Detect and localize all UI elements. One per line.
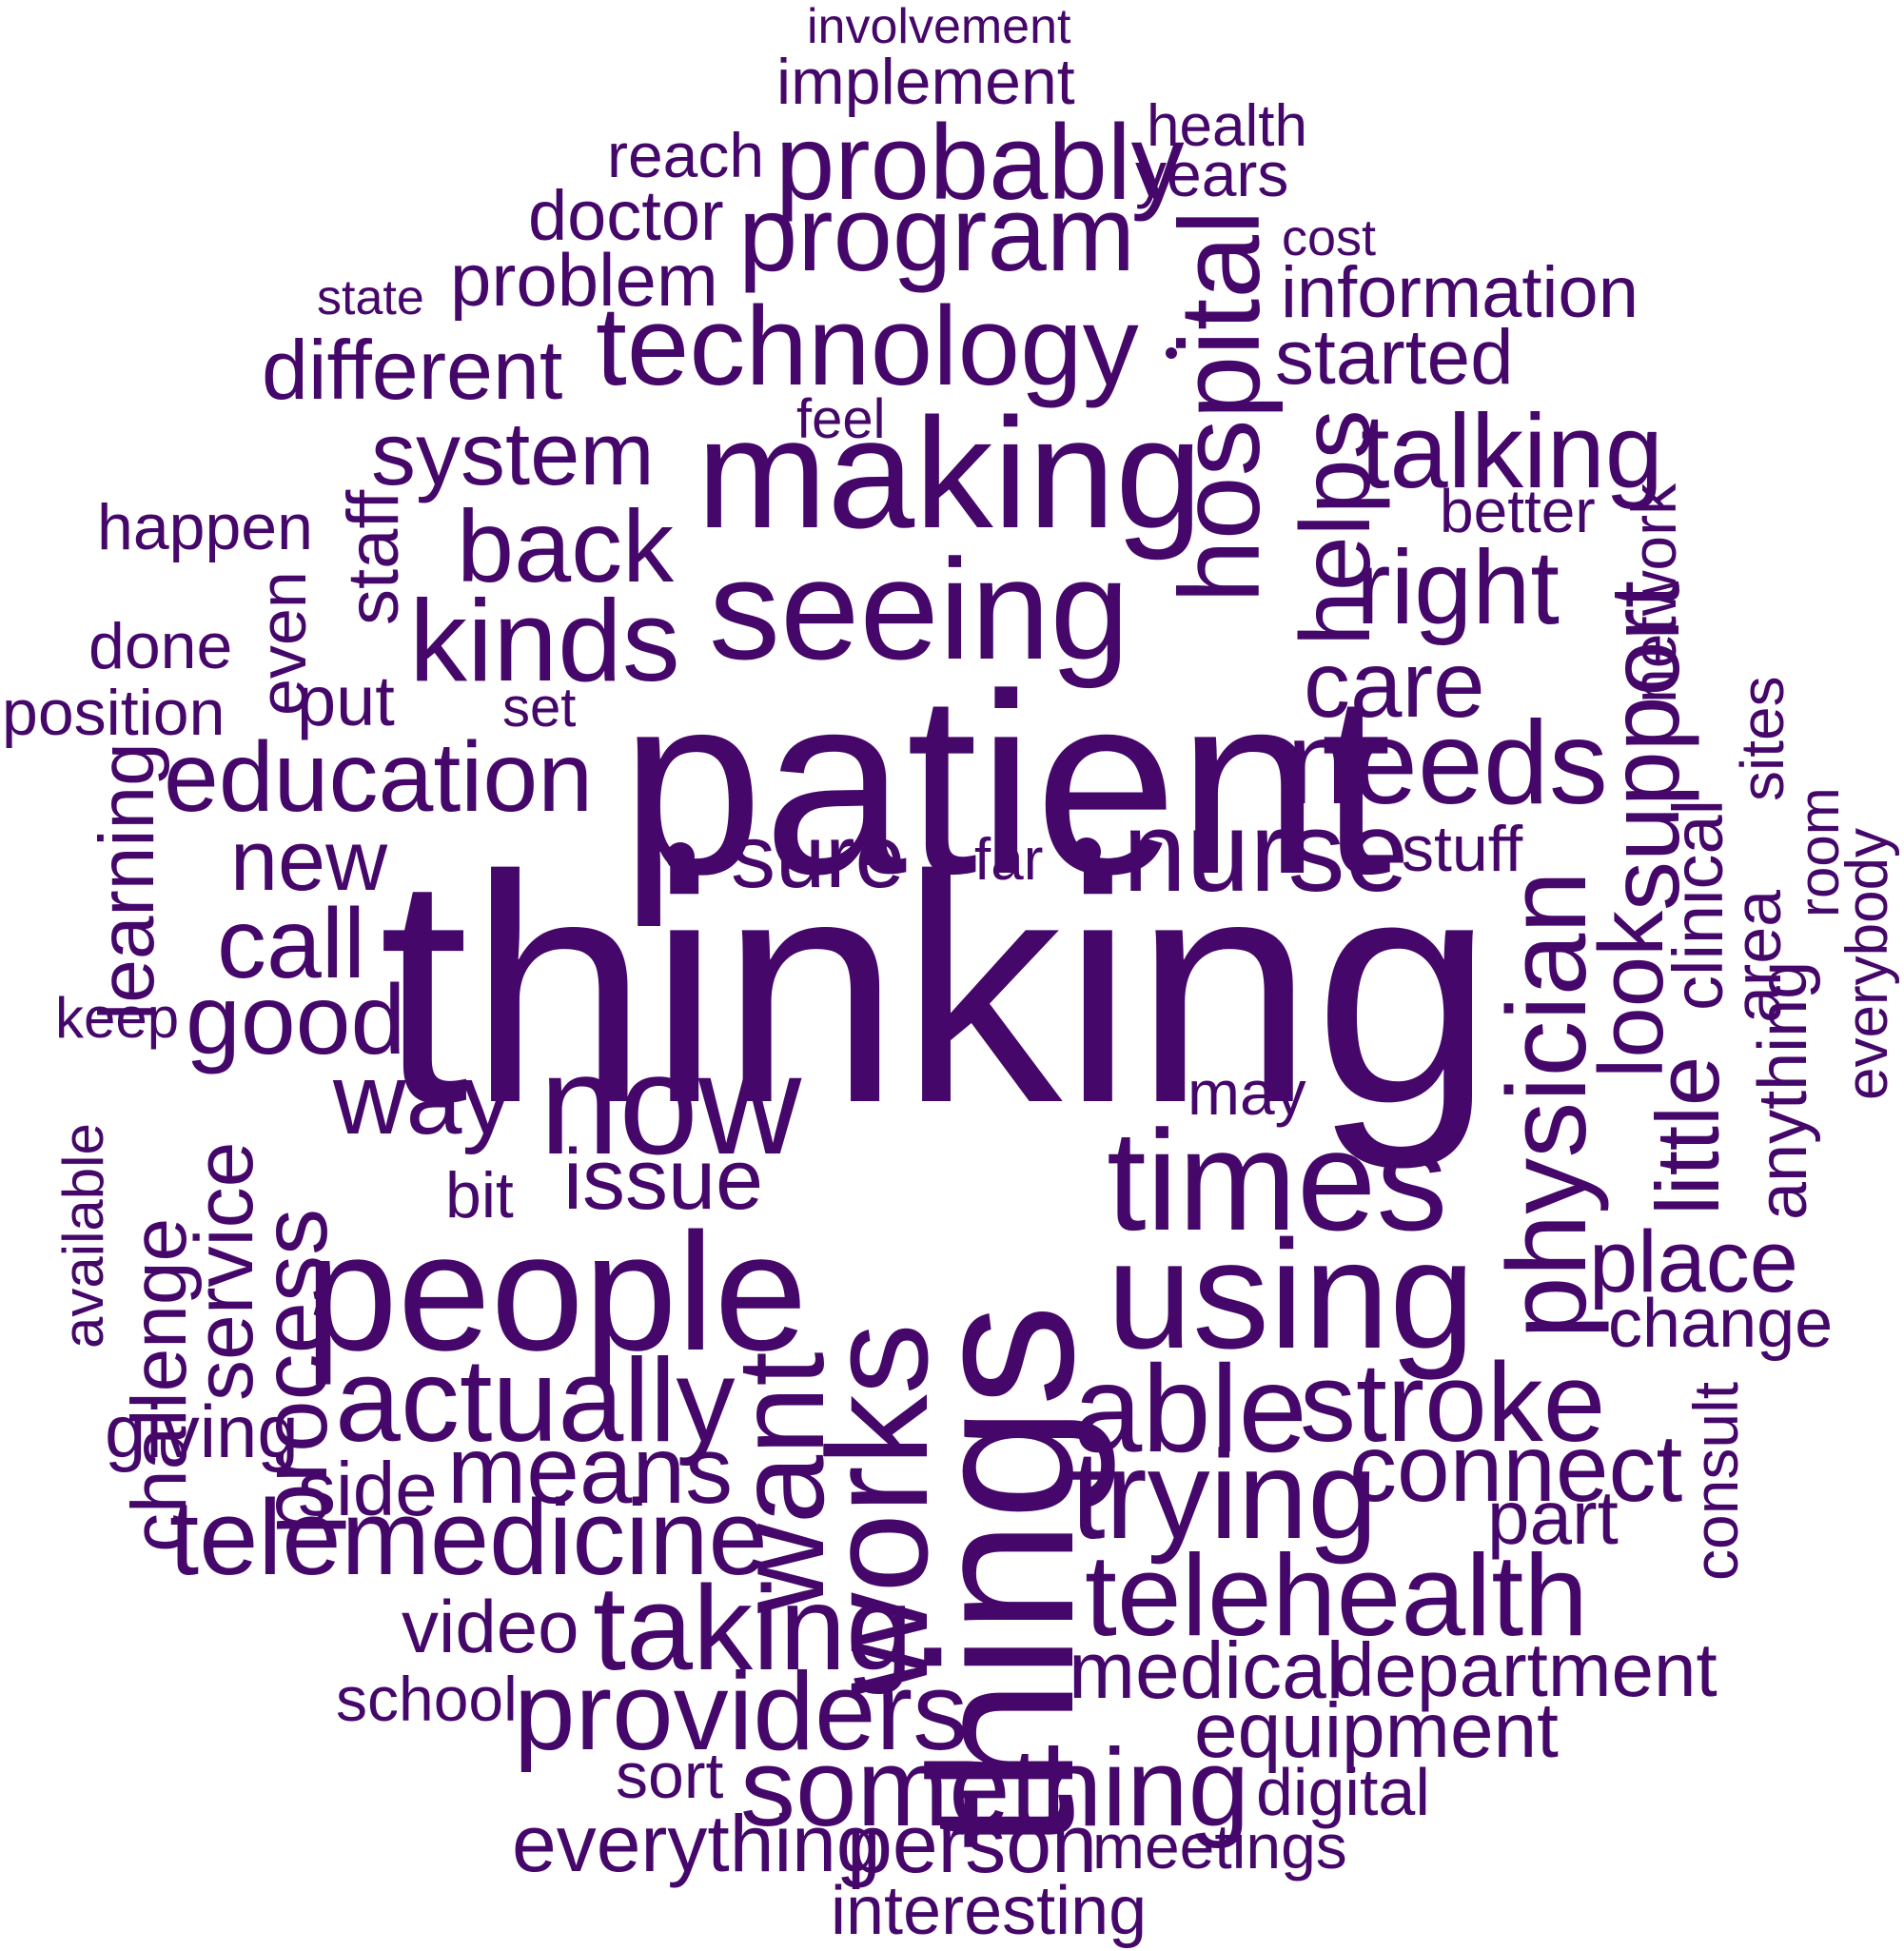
word-feel: feel <box>796 388 886 450</box>
word-something: something <box>740 1725 1250 1849</box>
word-sure: sure <box>731 806 905 906</box>
word-done: done <box>88 610 233 682</box>
word-state: state <box>317 270 424 325</box>
word-care: care <box>1304 632 1485 737</box>
word-means: means <box>447 1417 734 1524</box>
word-place: place <box>1589 1213 1798 1311</box>
word-using: using <box>1107 1209 1476 1381</box>
word-taking: taking <box>593 1561 913 1695</box>
dot-mark-1 <box>1072 838 1101 866</box>
word-video: video <box>402 1585 579 1668</box>
word-people: people <box>304 1199 808 1386</box>
word-talking: talking <box>1361 393 1663 510</box>
word-trying: trying <box>1070 1425 1378 1565</box>
word-happen: happen <box>97 491 313 563</box>
word-reach: reach <box>607 120 765 190</box>
word-side: side <box>298 1447 438 1531</box>
word-put: put <box>297 661 395 740</box>
word-doctor: doctor <box>528 176 724 255</box>
word-providers: providers <box>514 1649 969 1773</box>
word-information: information <box>1281 252 1639 333</box>
word-keep: keep <box>55 986 180 1050</box>
word-able: able <box>1073 1339 1307 1478</box>
word-seeing: seeing <box>709 529 1130 689</box>
word-part: part <box>1487 1475 1619 1560</box>
word-way: way <box>333 1043 513 1155</box>
word-giving: giving <box>105 1389 299 1473</box>
word-health: health <box>1147 93 1307 159</box>
word-actually: actually <box>335 1335 736 1467</box>
word-thinking: thinking <box>379 809 1494 1171</box>
word-issue: issue <box>563 1133 764 1228</box>
word-everything: everything <box>512 1799 881 1888</box>
word-years: years <box>1135 139 1289 209</box>
word-digital: digital <box>1256 1755 1430 1829</box>
word-stroke: stroke <box>1300 1340 1606 1466</box>
word-connect: connect <box>1349 1415 1683 1522</box>
word-call: call <box>217 889 366 999</box>
word-nurse: nurse <box>1123 788 1409 916</box>
dot-mark-0 <box>666 842 695 871</box>
word-patient: patient <box>620 641 1392 928</box>
word-learning: learning <box>84 742 170 1020</box>
word-making: making <box>697 385 1203 561</box>
word-sort: sort <box>616 1740 724 1812</box>
word-needs: needs <box>1286 698 1608 829</box>
word-times: times <box>1107 1100 1448 1260</box>
word-education: education <box>164 722 594 833</box>
word-new: new <box>230 814 388 909</box>
word-sites: sites <box>1728 676 1796 801</box>
word-different: different <box>262 323 563 417</box>
word-equipment: equipment <box>1194 1687 1559 1774</box>
word-cost: cost <box>1282 209 1377 266</box>
word-probably: probably <box>775 103 1185 222</box>
word-far: far <box>974 827 1044 893</box>
word-good: good <box>186 965 406 1075</box>
word-everybody: everybody <box>1835 828 1900 1101</box>
dot-mark-2 <box>1166 347 1177 359</box>
word-started: started <box>1275 314 1514 401</box>
word-person: person <box>847 1799 1097 1890</box>
word-school: school <box>336 1664 518 1734</box>
word-available: available <box>51 1123 115 1349</box>
word-medical: medical <box>1069 1626 1345 1715</box>
word-system: system <box>371 404 655 503</box>
word-consult: consult <box>1680 1382 1751 1582</box>
word-telehealth: telehealth <box>1085 1530 1589 1660</box>
word-program: program <box>738 174 1136 293</box>
word-meetings: meetings <box>1092 1811 1347 1882</box>
word-department: department <box>1332 1627 1718 1712</box>
word-problem: problem <box>450 238 718 322</box>
word-telemedicine: telemedicine <box>169 1478 768 1597</box>
word-set: set <box>502 677 577 739</box>
word-now: now <box>540 1024 802 1184</box>
word-technology: technology <box>596 284 1139 409</box>
word-involvement: involvement <box>807 0 1071 54</box>
word-may: may <box>1188 1057 1306 1128</box>
word-physician: physician <box>1484 871 1610 1339</box>
word-stuff: stuff <box>1402 813 1523 885</box>
word-bit: bit <box>445 1159 514 1232</box>
word-staff: staff <box>333 490 414 626</box>
word-interesting: interesting <box>831 1873 1148 1949</box>
word-implement: implement <box>776 46 1075 118</box>
word-kinds: kinds <box>409 576 680 705</box>
word-area: area <box>1720 890 1795 1024</box>
word-change: change <box>1608 1286 1834 1362</box>
word-back: back <box>457 488 675 603</box>
word-position: position <box>2 677 226 749</box>
word-better: better <box>1440 477 1596 545</box>
word-little: little <box>1638 1056 1737 1216</box>
word-right: right <box>1356 529 1560 646</box>
